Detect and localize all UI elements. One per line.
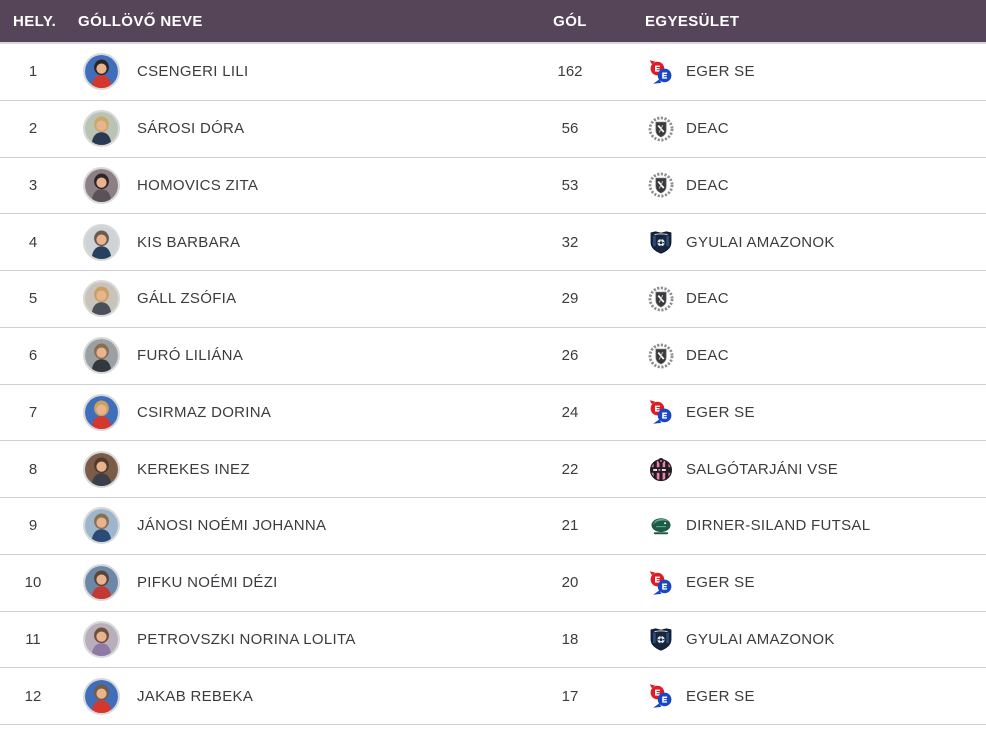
club-name: GYULAI AMAZONOK: [686, 630, 835, 648]
goals-count: 26: [561, 347, 579, 365]
table-row[interactable]: 10 PIFKU NOÉMI DÉZI 20 EGER SE: [0, 554, 986, 612]
club-logo-icon: [648, 229, 674, 255]
club-name: DEAC: [686, 290, 729, 308]
goals-count: 22: [561, 460, 579, 478]
club-logo-icon: [648, 683, 674, 709]
column-header-rank: HELY.: [13, 12, 57, 30]
player-name: JAKAB REBEKA: [137, 687, 254, 705]
goals-count: 24: [561, 403, 579, 421]
player-avatar: [83, 620, 120, 658]
rank: 10: [24, 574, 42, 592]
column-header-club: EGYESÜLET: [645, 12, 740, 30]
goals-count: 21: [561, 517, 579, 535]
player-avatar: [83, 450, 120, 488]
table-row[interactable]: 5 GÁLL ZSÓFIA 29 DEAC: [0, 271, 986, 328]
club-name: EGER SE: [686, 687, 755, 705]
club-logo-icon: [648, 59, 674, 85]
player-name: SÁROSI DÓRA: [137, 120, 245, 138]
player-avatar: [83, 337, 120, 375]
player-name: KIS BARBARA: [137, 233, 241, 251]
club-name: SALGÓTARJÁNI VSE: [686, 460, 839, 478]
table-row[interactable]: 3 HOMOVICS ZITA 53 DEAC: [0, 157, 986, 215]
club-name: DIRNER-SILAND FUTSAL: [686, 517, 871, 535]
player-name: PIFKU NOÉMI DÉZI: [137, 574, 278, 592]
rank: 2: [28, 120, 38, 138]
goals-count: 18: [561, 630, 579, 648]
club-name: GYULAI AMAZONOK: [686, 233, 835, 251]
club-logo-icon: [648, 513, 674, 539]
club-name: EGER SE: [686, 63, 755, 81]
table-row[interactable]: 1 CSENGERI LILI 162 EGER SE: [0, 44, 986, 101]
club-logo-icon: [648, 456, 674, 482]
goals-count: 20: [561, 574, 579, 592]
goals-count: 29: [561, 290, 579, 308]
player-avatar: [83, 166, 120, 204]
scorer-table-body: 1 CSENGERI LILI 162 EGER SE 2: [0, 44, 986, 734]
player-avatar: [83, 393, 120, 431]
player-name: CSIRMAZ DORINA: [137, 403, 272, 421]
club-logo-icon: [648, 399, 674, 425]
player-name: CSENGERI LILI: [137, 63, 249, 81]
club-logo-icon: [648, 570, 674, 596]
player-avatar: [83, 280, 120, 318]
player-name: JÁNOSI NOÉMI JOHANNA: [137, 517, 327, 535]
club-logo-icon: [648, 343, 674, 369]
table-header: HELY. GÓLLÖVŐ NEVE GÓL EGYESÜLET: [0, 0, 986, 44]
club-logo-icon: [648, 116, 674, 142]
table-row[interactable]: [0, 725, 986, 734]
club-name: DEAC: [686, 347, 729, 365]
player-name: PETROVSZKI NORINA LOLITA: [137, 630, 356, 648]
goals-count: 162: [557, 63, 583, 81]
rank: 6: [28, 347, 38, 365]
player-avatar: [83, 223, 120, 261]
club-logo-icon: [648, 286, 674, 312]
goals-count: 32: [561, 233, 579, 251]
rank: 12: [24, 687, 42, 705]
player-name: FURÓ LILIÁNA: [137, 347, 244, 365]
column-header-player: GÓLLÖVŐ NEVE: [78, 12, 203, 30]
player-name: HOMOVICS ZITA: [137, 176, 259, 194]
player-name: KEREKES INEZ: [137, 460, 250, 478]
rank: 11: [25, 630, 41, 648]
player-name: GÁLL ZSÓFIA: [137, 290, 237, 308]
table-row[interactable]: 7 CSIRMAZ DORINA 24 EGER SE: [0, 384, 986, 442]
player-avatar: [83, 53, 120, 91]
table-row[interactable]: 6 FURÓ LILIÁNA 26 DEAC: [0, 327, 986, 385]
table-row[interactable]: 11 PETROVSZKI NORINA LOLITA 18 GYULAI AM…: [0, 611, 986, 669]
rank: 8: [28, 460, 38, 478]
player-avatar: [83, 564, 120, 602]
club-name: EGER SE: [686, 574, 755, 592]
goals-count: 17: [561, 687, 579, 705]
club-name: EGER SE: [686, 403, 755, 421]
table-row[interactable]: 8 KEREKES INEZ 22 SALGÓTARJÁNI VSE: [0, 441, 986, 498]
rank: 9: [28, 517, 38, 535]
rank: 3: [28, 176, 38, 194]
club-logo-icon: [648, 626, 674, 652]
table-row[interactable]: 4 KIS BARBARA 32 GYULAI AMAZONOK: [0, 214, 986, 271]
rank: 1: [28, 63, 38, 81]
rank: 7: [28, 403, 38, 421]
column-header-goals: GÓL: [553, 12, 587, 30]
club-name: DEAC: [686, 120, 729, 138]
table-row[interactable]: 2 SÁROSI DÓRA 56 DEAC: [0, 100, 986, 158]
player-avatar: [83, 677, 120, 715]
goals-count: 53: [561, 176, 579, 194]
player-avatar: [83, 110, 120, 148]
table-row[interactable]: 12 JAKAB REBEKA 17 EGER SE: [0, 668, 986, 725]
club-logo-icon: [648, 172, 674, 198]
goals-count: 56: [561, 120, 579, 138]
player-avatar: [83, 507, 120, 545]
table-row[interactable]: 9 JÁNOSI NOÉMI JOHANNA 21 DIRNER-SILAND …: [0, 498, 986, 555]
club-name: DEAC: [686, 176, 729, 194]
rank: 5: [28, 290, 38, 308]
rank: 4: [28, 233, 38, 251]
